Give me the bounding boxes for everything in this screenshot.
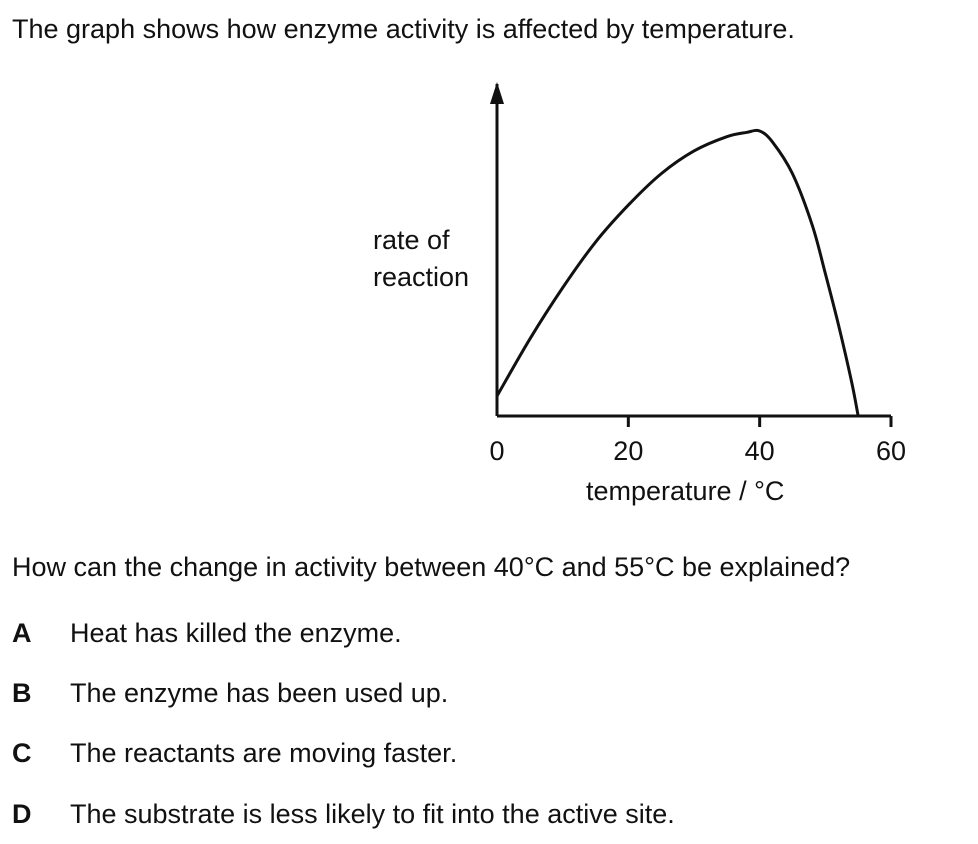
enzyme-activity-chart: 0 20 40 60	[489, 82, 906, 466]
x-tick-label: 20	[613, 436, 643, 466]
option-text: The enzyme has been used up.	[70, 678, 449, 708]
option-text: The substrate is less likely to fit into…	[70, 799, 675, 829]
option-letter: A	[12, 618, 32, 648]
y-axis-label-line-2: reaction	[373, 262, 470, 292]
x-tick-label: 60	[876, 436, 906, 466]
x-tick-label: 0	[489, 436, 504, 466]
option-letter: B	[12, 678, 32, 708]
x-axis-ticks	[626, 416, 893, 427]
question-text: How can the change in activity between 4…	[12, 552, 851, 582]
option-text: Heat has killed the enzyme.	[70, 618, 402, 648]
option-letter: C	[12, 738, 32, 768]
rate-of-reaction-curve	[495, 128, 860, 418]
x-tick-label: 40	[745, 436, 775, 466]
y-axis-label: rate of reaction	[373, 222, 469, 296]
option-text: The reactants are moving faster.	[70, 738, 458, 768]
y-axis-arrow-icon	[490, 82, 504, 104]
option-letter: D	[12, 799, 32, 829]
x-axis-label: temperature / °C	[586, 476, 785, 506]
x-axis-tick-labels: 0 20 40 60	[489, 436, 906, 466]
y-axis-label-line-1: rate of	[373, 225, 450, 255]
intro-text: The graph shows how enzyme activity is a…	[12, 14, 795, 44]
